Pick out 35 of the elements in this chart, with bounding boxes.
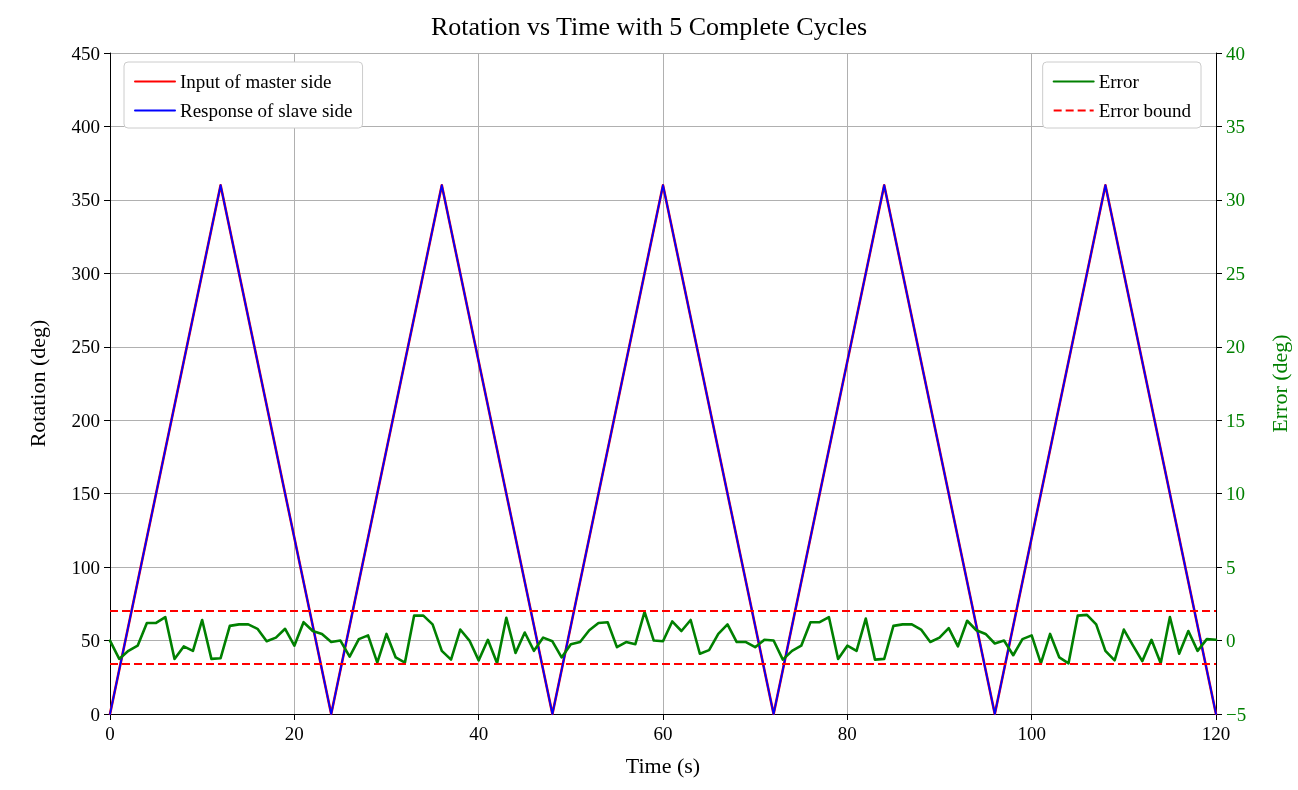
y2-tick-label: 15 (1226, 409, 1245, 431)
x-axis-title: Time (s) (625, 752, 701, 778)
x-tick-label: 20 (284, 723, 304, 744)
y2-tick-label: 40 (1226, 42, 1245, 64)
y2-axis-title: Error (deg) (1266, 334, 1292, 433)
y-tick-label: 150 (71, 483, 100, 505)
y-tick-label: 100 (71, 556, 100, 578)
legend-label: Error (1098, 71, 1140, 92)
y-axis-title: Rotation (deg) (24, 319, 50, 448)
x-tick-label: 40 (469, 723, 489, 744)
y-tick-label: 50 (81, 630, 100, 652)
legend-label: Response of slave side (180, 100, 353, 121)
chart-title: Rotation vs Time with 5 Complete Cycles (430, 11, 868, 41)
y-tick-label: 200 (71, 409, 100, 431)
y-tick-label: 0 (90, 703, 100, 725)
legend-label: Input of master side (180, 71, 332, 92)
y-tick-label: 400 (71, 115, 100, 137)
y-tick-label: 250 (71, 336, 100, 358)
y2-tick-label: −5 (1226, 703, 1247, 725)
y-tick-label: 350 (71, 189, 100, 211)
y-tick-label: 450 (71, 42, 100, 64)
legend-label: Error bound (1098, 100, 1192, 121)
y2-tick-label: 5 (1226, 556, 1236, 578)
y-tick-label: 300 (71, 262, 100, 284)
x-tick-label: 120 (1201, 723, 1231, 744)
x-tick-label: 80 (837, 723, 857, 744)
y2-tick-label: 10 (1226, 483, 1245, 505)
y2-tick-label: 35 (1226, 115, 1245, 137)
y2-tick-label: 25 (1226, 262, 1245, 284)
x-tick-label: 60 (653, 723, 673, 744)
x-tick-label: 0 (105, 723, 115, 744)
y2-tick-label: 0 (1226, 630, 1236, 652)
y2-tick-label: 20 (1226, 336, 1245, 358)
x-tick-label: 100 (1017, 723, 1046, 744)
y2-tick-label: 30 (1226, 189, 1245, 211)
